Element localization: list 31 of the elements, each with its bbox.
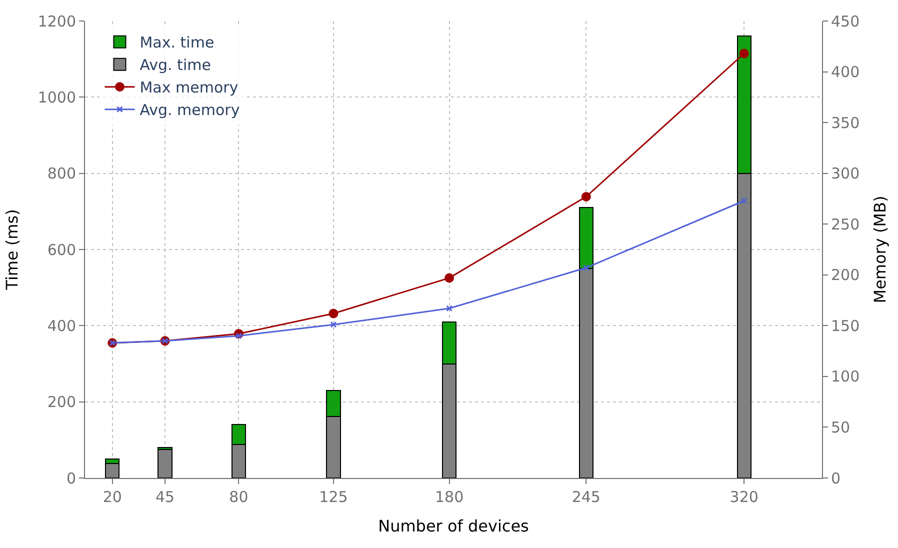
- x-axis-title: Number of devices: [378, 516, 529, 536]
- x-tick-label: 45: [155, 488, 175, 506]
- legend-label: Max memory: [140, 78, 238, 97]
- y2-tick-label: 200: [831, 266, 860, 284]
- y-tick-label: 0: [66, 469, 76, 488]
- y2-axis-title: Memory (MB): [870, 196, 890, 304]
- y2-tick-label: 150: [831, 316, 860, 335]
- x-tick-label: 125: [319, 488, 348, 506]
- y-tick-label: 800: [47, 164, 76, 183]
- x-tick-label: 80: [229, 488, 248, 506]
- y-axis-title: Time (ms): [2, 209, 22, 291]
- y-tick-label: 200: [47, 393, 76, 412]
- legend-label: Max. time: [140, 34, 214, 52]
- y2-tick-label: 100: [831, 368, 860, 386]
- x-tick-label: 320: [730, 488, 758, 506]
- legend-label: Avg. time: [140, 56, 211, 74]
- y2-tick-label: 0: [831, 469, 841, 488]
- legend-label: Avg. memory: [140, 101, 240, 120]
- x-tick-label: 180: [434, 488, 464, 506]
- x-tick-label: 20: [102, 488, 122, 506]
- y2-tick-label: 400: [831, 63, 860, 82]
- y2-tick-label: 50: [831, 418, 850, 436]
- y-tick-label: 600: [47, 240, 76, 259]
- y-tick-label: 400: [47, 316, 76, 335]
- y2-tick-label: 300: [831, 164, 860, 183]
- y2-tick-label: 350: [831, 114, 860, 132]
- y-tick-label: 1000: [38, 88, 76, 106]
- y-tick-label: 1200: [38, 12, 76, 30]
- y2-tick-label: 450: [831, 12, 860, 30]
- y2-tick-label: 250: [831, 215, 860, 234]
- x-tick-label: 245: [572, 488, 600, 506]
